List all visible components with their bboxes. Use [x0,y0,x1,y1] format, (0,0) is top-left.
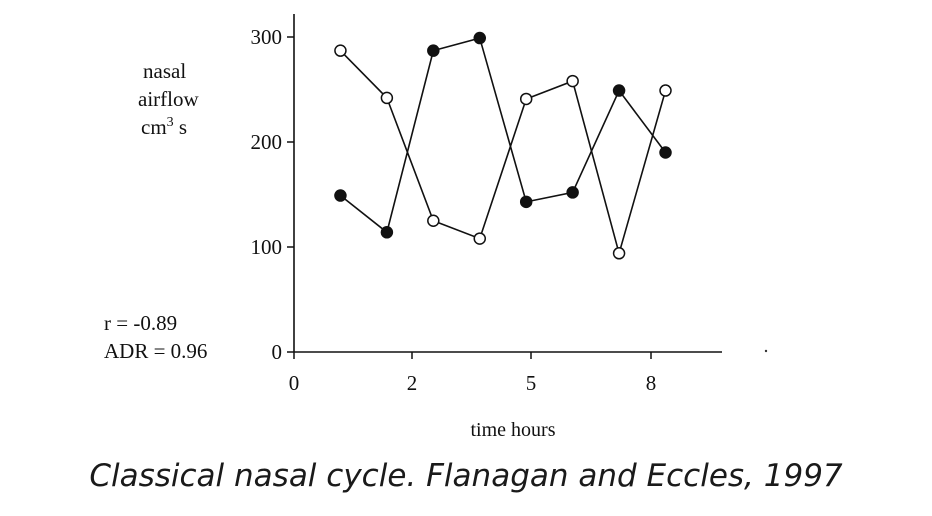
y-axis-label: nasal airflow cm3 s [138,59,199,139]
data-point-filled [519,195,533,209]
y-axis-label-line: nasal [143,59,186,83]
x-tick-label: 2 [407,371,418,395]
y-tick-label: 300 [251,25,283,49]
series-line-open [339,50,667,257]
y-tick-label: 100 [251,235,283,259]
figure-caption: Classical nasal cycle. Flanagan and Eccl… [89,458,843,494]
data-point-open [612,247,626,260]
data-point-open [566,74,579,88]
adr-annotation: ADR = 0.96 [104,339,207,363]
axes: 0 100 200 300 0 2 5 8 [251,14,768,395]
y-tick-label: 0 [272,340,283,364]
nasal-cycle-chart: 0 100 200 300 0 2 5 8 nasal airflow cm3 s time ho… [104,14,768,441]
y-axis-label-line: airflow [138,87,199,111]
data-point-filled [380,226,394,239]
x-axis-label-text: time hours [471,419,556,441]
x-axis-label: time hours [471,419,556,441]
data-point-filled [566,186,579,199]
x-tick-label: 0 [289,371,300,395]
correlation-annotation: r = -0.89 [104,311,177,335]
y-axis-label-line: cm3 s [141,115,187,139]
data-point-open [659,84,672,97]
data-point-open [473,232,487,245]
y-tick-label: 200 [251,130,283,154]
series-group [334,31,672,260]
data-point-open [334,44,347,57]
x-tick-label: 5 [526,371,537,395]
data-point-open [427,214,440,227]
data-point-filled [659,146,672,159]
x-tick-label: 8 [646,371,657,395]
data-point-filled [427,44,440,57]
data-point-open [519,92,533,106]
data-point-filled [473,31,487,45]
data-point-filled [612,84,626,97]
axis-end-dot [764,349,768,353]
annotations: r = -0.89 ADR = 0.96 [104,311,207,363]
series-line-filled [339,37,667,234]
data-point-filled [334,189,347,202]
data-point-open [380,91,394,105]
